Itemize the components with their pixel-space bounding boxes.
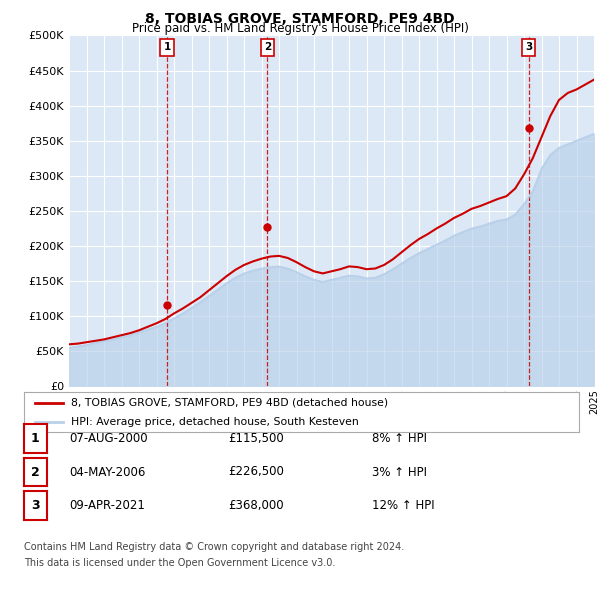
Text: 3% ↑ HPI: 3% ↑ HPI (372, 466, 427, 478)
Text: Price paid vs. HM Land Registry's House Price Index (HPI): Price paid vs. HM Land Registry's House … (131, 22, 469, 35)
Text: 1: 1 (31, 432, 40, 445)
Text: 2: 2 (263, 42, 271, 53)
Text: 04-MAY-2006: 04-MAY-2006 (69, 466, 145, 478)
Text: £368,000: £368,000 (228, 499, 284, 512)
Text: 3: 3 (31, 499, 40, 512)
Text: 8% ↑ HPI: 8% ↑ HPI (372, 432, 427, 445)
Text: 12% ↑ HPI: 12% ↑ HPI (372, 499, 434, 512)
Text: This data is licensed under the Open Government Licence v3.0.: This data is licensed under the Open Gov… (24, 558, 335, 568)
Text: HPI: Average price, detached house, South Kesteven: HPI: Average price, detached house, Sout… (71, 417, 359, 427)
Text: 8, TOBIAS GROVE, STAMFORD, PE9 4BD (detached house): 8, TOBIAS GROVE, STAMFORD, PE9 4BD (deta… (71, 398, 388, 408)
Text: 07-AUG-2000: 07-AUG-2000 (69, 432, 148, 445)
Text: £115,500: £115,500 (228, 432, 284, 445)
Text: 3: 3 (525, 42, 532, 53)
Text: 1: 1 (163, 42, 170, 53)
Text: Contains HM Land Registry data © Crown copyright and database right 2024.: Contains HM Land Registry data © Crown c… (24, 542, 404, 552)
Text: 09-APR-2021: 09-APR-2021 (69, 499, 145, 512)
Text: £226,500: £226,500 (228, 466, 284, 478)
Text: 2: 2 (31, 466, 40, 478)
Text: 8, TOBIAS GROVE, STAMFORD, PE9 4BD: 8, TOBIAS GROVE, STAMFORD, PE9 4BD (145, 12, 455, 26)
